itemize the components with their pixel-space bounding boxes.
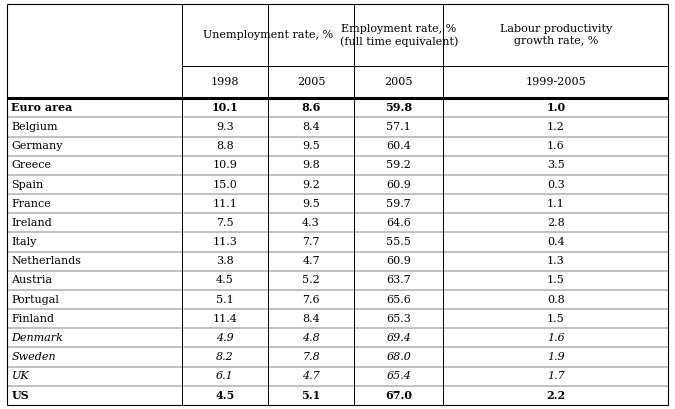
Text: 1.0: 1.0 <box>546 102 566 113</box>
Text: 2.2: 2.2 <box>546 390 566 401</box>
Text: 60.9: 60.9 <box>386 180 411 189</box>
Text: 65.3: 65.3 <box>386 314 411 324</box>
Text: 65.6: 65.6 <box>386 294 411 305</box>
Text: 3.8: 3.8 <box>216 256 234 266</box>
Text: 5.1: 5.1 <box>302 390 321 401</box>
Text: 7.8: 7.8 <box>302 352 320 362</box>
Text: 67.0: 67.0 <box>385 390 412 401</box>
Text: 7.7: 7.7 <box>302 237 320 247</box>
Text: 4.9: 4.9 <box>216 333 234 343</box>
Text: Germany: Germany <box>11 141 63 151</box>
Text: Unemployment rate, %: Unemployment rate, % <box>203 30 333 40</box>
Text: Labour productivity
growth rate, %: Labour productivity growth rate, % <box>500 24 612 46</box>
Text: 8.4: 8.4 <box>302 122 320 132</box>
Text: 8.8: 8.8 <box>216 141 234 151</box>
Text: UK: UK <box>11 371 29 381</box>
Text: 1.6: 1.6 <box>547 141 565 151</box>
Text: 57.1: 57.1 <box>386 122 411 132</box>
Text: US: US <box>11 390 29 401</box>
Text: 1998: 1998 <box>211 77 240 87</box>
Text: 7.6: 7.6 <box>302 294 320 305</box>
Text: 0.8: 0.8 <box>547 294 565 305</box>
Text: 4.5: 4.5 <box>215 390 235 401</box>
Text: 1999-2005: 1999-2005 <box>525 77 586 87</box>
Text: 10.1: 10.1 <box>212 102 238 113</box>
Text: 60.4: 60.4 <box>386 141 411 151</box>
Text: 0.3: 0.3 <box>547 180 565 189</box>
Text: 2.8: 2.8 <box>547 218 565 228</box>
Text: 1.3: 1.3 <box>547 256 565 266</box>
Text: Employment rate, %
(full time equivalent): Employment rate, % (full time equivalent… <box>340 24 458 47</box>
Text: 60.9: 60.9 <box>386 256 411 266</box>
Text: 9.5: 9.5 <box>302 199 320 209</box>
Text: 2005: 2005 <box>297 77 325 87</box>
Text: 1.9: 1.9 <box>547 352 565 362</box>
Text: Belgium: Belgium <box>11 122 58 132</box>
Text: 0.4: 0.4 <box>547 237 565 247</box>
Text: 1.1: 1.1 <box>547 199 565 209</box>
Text: 2005: 2005 <box>385 77 413 87</box>
Text: 9.8: 9.8 <box>302 160 320 171</box>
Text: 7.5: 7.5 <box>216 218 234 228</box>
Text: 65.4: 65.4 <box>386 371 411 381</box>
Text: 68.0: 68.0 <box>386 352 411 362</box>
Text: 1.5: 1.5 <box>547 275 565 285</box>
Text: Portugal: Portugal <box>11 294 59 305</box>
Text: 4.3: 4.3 <box>302 218 320 228</box>
Text: 1.7: 1.7 <box>547 371 565 381</box>
Text: Greece: Greece <box>11 160 51 171</box>
Text: 69.4: 69.4 <box>386 333 411 343</box>
Text: 8.6: 8.6 <box>301 102 321 113</box>
Text: 9.2: 9.2 <box>302 180 320 189</box>
Text: 8.2: 8.2 <box>216 352 234 362</box>
Text: 4.7: 4.7 <box>302 371 320 381</box>
Text: 1.6: 1.6 <box>547 333 565 343</box>
Text: 15.0: 15.0 <box>213 180 238 189</box>
Text: 59.7: 59.7 <box>386 199 411 209</box>
Text: Austria: Austria <box>11 275 53 285</box>
Text: 55.5: 55.5 <box>386 237 411 247</box>
Text: Sweden: Sweden <box>11 352 56 362</box>
Text: 64.6: 64.6 <box>386 218 411 228</box>
Text: 59.8: 59.8 <box>385 102 412 113</box>
Text: 10.9: 10.9 <box>213 160 238 171</box>
Text: Spain: Spain <box>11 180 44 189</box>
Text: 11.1: 11.1 <box>213 199 238 209</box>
Text: 1.2: 1.2 <box>547 122 565 132</box>
Text: 4.7: 4.7 <box>302 256 320 266</box>
Text: 5.1: 5.1 <box>216 294 234 305</box>
Text: 11.3: 11.3 <box>213 237 238 247</box>
Text: Euro area: Euro area <box>11 102 73 113</box>
Text: 8.4: 8.4 <box>302 314 320 324</box>
Text: 9.3: 9.3 <box>216 122 234 132</box>
Text: Italy: Italy <box>11 237 37 247</box>
Text: 1.5: 1.5 <box>547 314 565 324</box>
Text: 4.8: 4.8 <box>302 333 320 343</box>
Text: France: France <box>11 199 51 209</box>
Text: 5.2: 5.2 <box>302 275 320 285</box>
Text: 9.5: 9.5 <box>302 141 320 151</box>
Text: 3.5: 3.5 <box>547 160 565 171</box>
Text: 11.4: 11.4 <box>213 314 238 324</box>
Text: 59.2: 59.2 <box>386 160 411 171</box>
Text: Netherlands: Netherlands <box>11 256 82 266</box>
Text: Denmark: Denmark <box>11 333 63 343</box>
Text: Ireland: Ireland <box>11 218 52 228</box>
Text: 63.7: 63.7 <box>386 275 411 285</box>
Text: 4.5: 4.5 <box>216 275 234 285</box>
Text: Finland: Finland <box>11 314 55 324</box>
Text: 6.1: 6.1 <box>216 371 234 381</box>
